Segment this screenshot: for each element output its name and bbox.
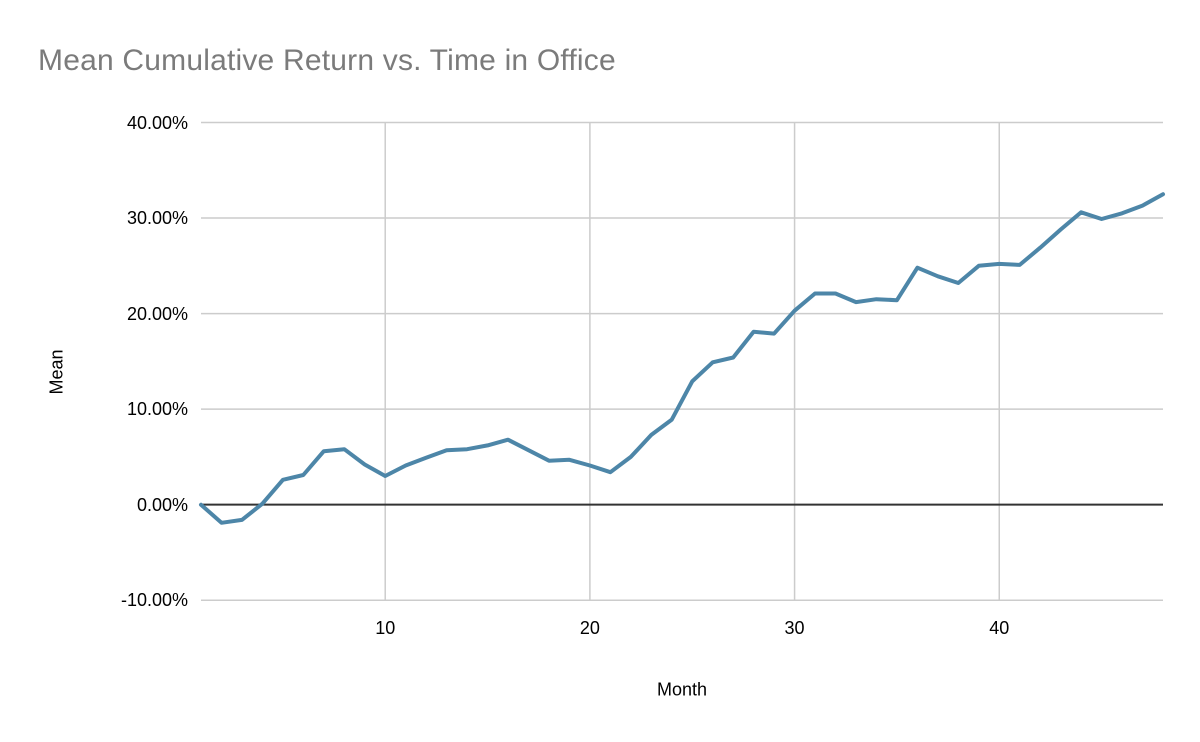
x-axis-title: Month	[656, 679, 708, 700]
y-axis-title: Mean	[46, 349, 67, 395]
chart-title: Mean Cumulative Return vs. Time in Offic…	[38, 44, 616, 77]
y-tick-label: 40.00%	[126, 112, 188, 133]
y-tick-label: 20.00%	[126, 303, 188, 324]
series-line-mean	[199, 192, 1165, 525]
y-tick-label: 30.00%	[126, 208, 188, 229]
x-tick-label: 30	[784, 618, 805, 638]
y-tick-label: 10.00%	[126, 399, 188, 420]
y-tick-label: -10.00%	[120, 590, 188, 611]
x-tick-label: 20	[579, 618, 600, 638]
y-tick-label: 0.00%	[136, 494, 188, 515]
x-tick-label: 40	[989, 618, 1010, 638]
x-tick-label: 10	[375, 618, 396, 638]
